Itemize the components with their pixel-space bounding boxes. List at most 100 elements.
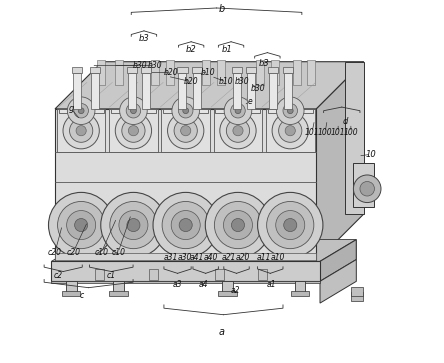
Text: c10: c10: [95, 248, 108, 257]
Circle shape: [285, 126, 295, 136]
Bar: [62, 291, 80, 296]
Bar: [295, 281, 305, 292]
Bar: [246, 67, 257, 73]
Bar: [177, 67, 187, 73]
Bar: [350, 292, 363, 301]
Bar: [193, 73, 201, 109]
Text: b1: b1: [222, 45, 233, 53]
Circle shape: [110, 201, 157, 249]
Bar: [284, 73, 292, 109]
Circle shape: [287, 108, 293, 114]
Circle shape: [74, 103, 88, 118]
Circle shape: [172, 97, 199, 125]
Bar: [149, 269, 159, 280]
Circle shape: [101, 192, 166, 258]
Text: 101: 101: [331, 128, 345, 137]
Circle shape: [67, 211, 95, 240]
Bar: [90, 67, 100, 73]
Bar: [283, 67, 293, 73]
Circle shape: [153, 192, 218, 258]
Bar: [218, 291, 237, 296]
Bar: [142, 73, 150, 109]
Bar: [271, 60, 279, 85]
Bar: [115, 60, 123, 85]
Text: b20: b20: [184, 77, 198, 86]
Text: b30: b30: [147, 61, 162, 70]
Circle shape: [231, 219, 245, 232]
Text: a40: a40: [203, 253, 218, 262]
Bar: [214, 109, 262, 152]
Circle shape: [267, 201, 314, 249]
Circle shape: [174, 119, 197, 142]
Bar: [97, 60, 105, 85]
Bar: [163, 109, 208, 113]
Text: d: d: [343, 117, 348, 126]
Circle shape: [126, 103, 141, 118]
Circle shape: [115, 113, 151, 149]
Bar: [151, 60, 159, 85]
Circle shape: [70, 119, 93, 142]
Circle shape: [58, 201, 105, 249]
Circle shape: [179, 219, 192, 232]
Circle shape: [205, 192, 271, 258]
Text: 100: 100: [318, 128, 333, 137]
Bar: [202, 60, 210, 85]
Text: 101: 101: [305, 128, 319, 137]
Bar: [66, 281, 77, 292]
Text: e: e: [247, 97, 252, 106]
Bar: [291, 291, 309, 296]
Circle shape: [75, 219, 88, 232]
Bar: [91, 73, 99, 109]
Text: a10: a10: [271, 253, 285, 262]
Circle shape: [171, 211, 200, 240]
Circle shape: [220, 113, 256, 149]
Bar: [222, 281, 233, 292]
Bar: [59, 109, 103, 113]
Bar: [215, 109, 261, 113]
Circle shape: [183, 108, 189, 114]
Circle shape: [128, 126, 139, 136]
Text: a20: a20: [236, 253, 250, 262]
Bar: [127, 73, 135, 109]
Circle shape: [360, 182, 374, 196]
Text: a3: a3: [173, 281, 182, 289]
Circle shape: [223, 211, 253, 240]
Bar: [293, 60, 301, 85]
Bar: [345, 62, 364, 214]
Bar: [247, 73, 255, 109]
Circle shape: [119, 211, 148, 240]
Bar: [55, 253, 317, 260]
Text: c2: c2: [54, 272, 63, 280]
Bar: [57, 109, 106, 152]
Circle shape: [162, 201, 209, 249]
Bar: [110, 291, 127, 296]
Text: b10: b10: [201, 68, 215, 77]
Text: a2: a2: [231, 286, 241, 295]
Bar: [266, 109, 314, 152]
Circle shape: [226, 119, 250, 142]
Bar: [268, 67, 278, 73]
Polygon shape: [52, 240, 356, 261]
Bar: [109, 109, 158, 152]
Circle shape: [119, 97, 147, 125]
Bar: [353, 163, 374, 207]
Circle shape: [67, 97, 95, 125]
Bar: [258, 269, 267, 280]
Bar: [268, 109, 313, 113]
Text: g: g: [69, 105, 74, 113]
Bar: [217, 60, 225, 85]
Circle shape: [277, 97, 304, 125]
Circle shape: [76, 126, 86, 136]
Text: a1: a1: [266, 281, 276, 289]
Circle shape: [131, 108, 136, 114]
Text: a: a: [219, 327, 225, 337]
Circle shape: [167, 113, 204, 149]
Bar: [52, 281, 320, 283]
Text: a11: a11: [257, 253, 271, 262]
Text: a41: a41: [190, 253, 204, 262]
Text: a30: a30: [178, 253, 192, 262]
Bar: [113, 281, 124, 292]
Text: b3: b3: [259, 59, 270, 68]
Circle shape: [178, 103, 193, 118]
Circle shape: [283, 103, 297, 118]
